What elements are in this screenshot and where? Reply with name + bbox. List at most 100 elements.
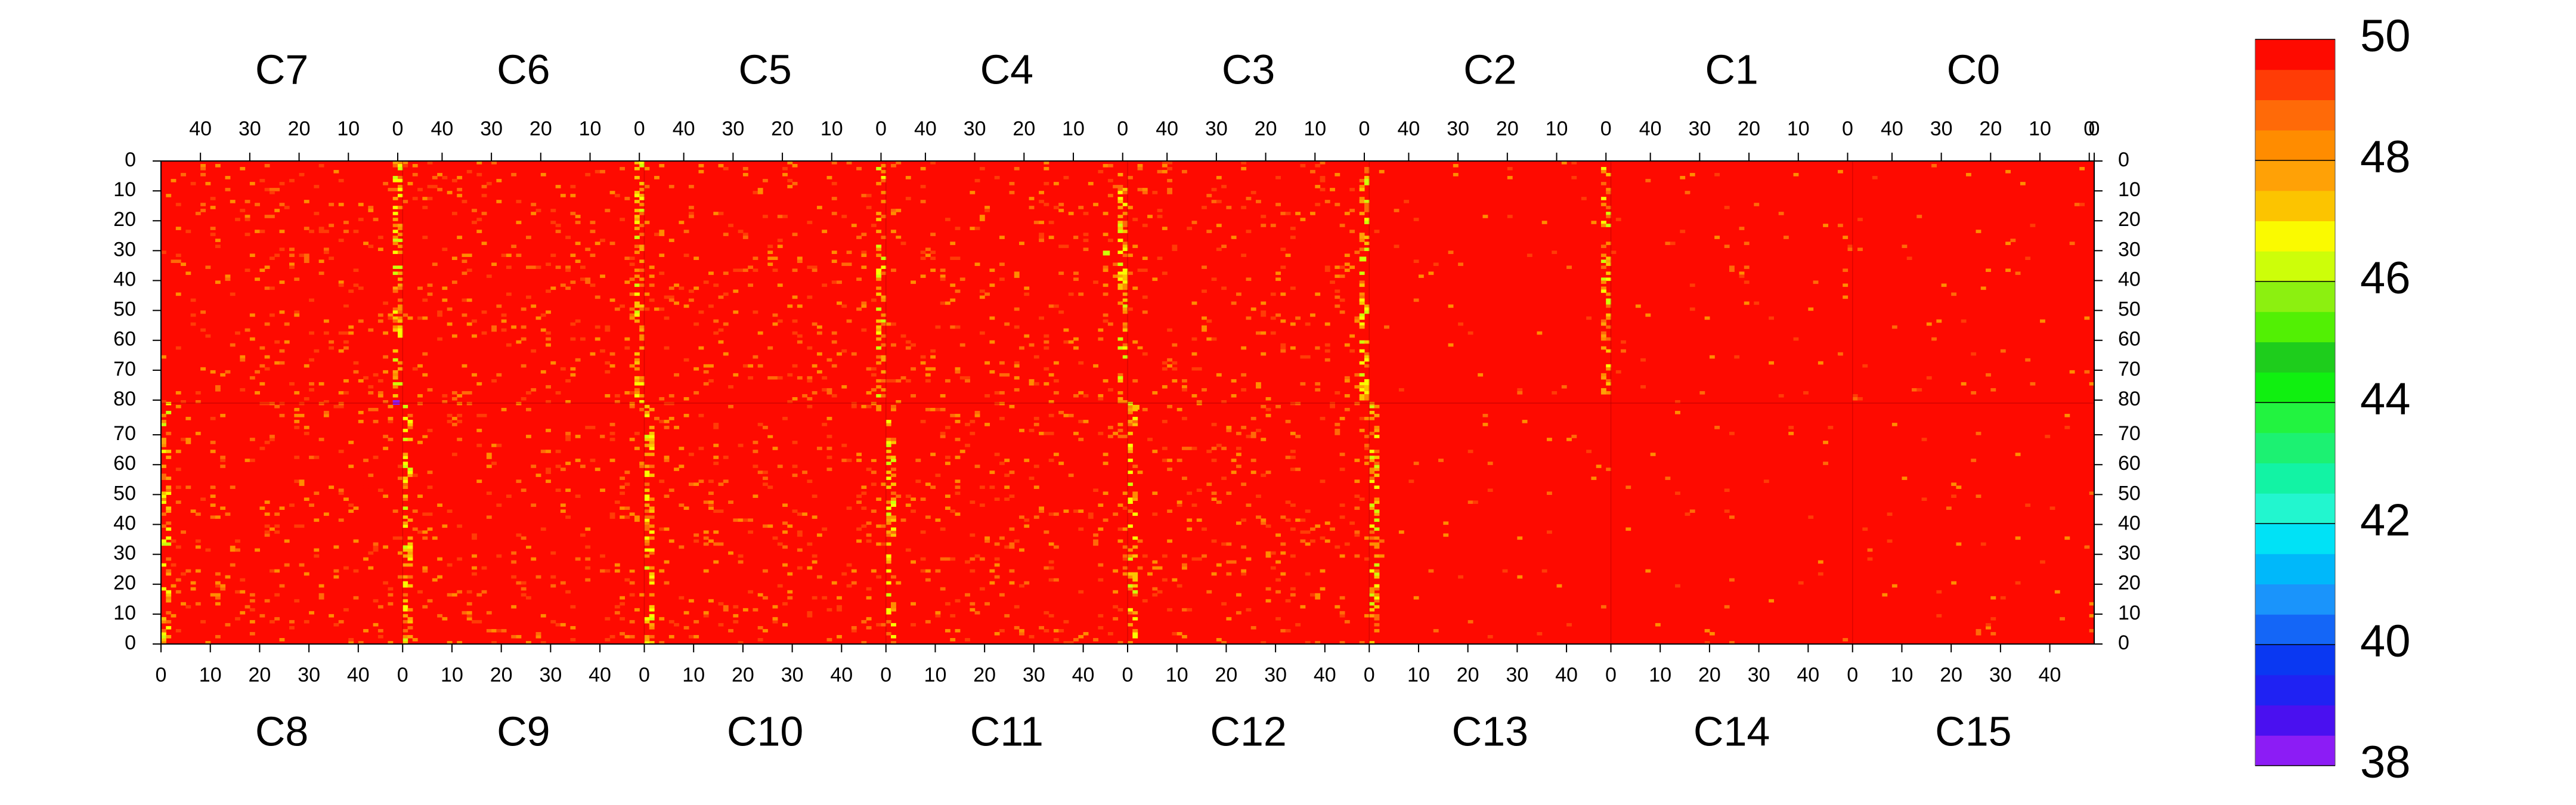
heatmap-cell — [1626, 485, 1631, 489]
heatmap-cell — [1004, 322, 1010, 326]
heatmap-cell — [1142, 408, 1148, 411]
heatmap-cell — [807, 265, 813, 270]
heatmap-cell — [476, 429, 482, 432]
heatmap-cell — [1335, 289, 1340, 293]
heatmap-cell — [1315, 203, 1321, 206]
heatmap-cell — [1369, 456, 1375, 459]
heatmap-cell — [629, 262, 635, 267]
heatmap-cell — [979, 215, 985, 218]
heatmap-cell — [451, 212, 457, 215]
heatmap-cell — [1122, 286, 1128, 290]
left-y-tick-label: 20 — [113, 572, 136, 595]
heatmap-cell — [472, 554, 477, 558]
heatmap-cell — [629, 256, 635, 261]
heatmap-cell — [279, 349, 285, 353]
heatmap-cell — [329, 256, 335, 261]
heatmap-cell — [777, 319, 783, 323]
heatmap-cell — [1113, 617, 1119, 621]
heatmap-cell — [1315, 382, 1321, 386]
top-x-tick-label: 20 — [1979, 117, 2002, 140]
heatmap-cell — [373, 545, 379, 549]
heatmap-cell — [1517, 388, 1523, 392]
heatmap-cell — [644, 503, 650, 507]
heatmap-cell — [1369, 459, 1375, 462]
heatmap-cell — [1600, 289, 1606, 293]
heatmap-cell — [624, 280, 630, 284]
heatmap-cell — [846, 262, 852, 267]
colorbar-segment — [2255, 221, 2335, 252]
heatmap-cell — [437, 503, 443, 507]
heatmap-cell — [2040, 560, 2045, 564]
heatmap-cell — [1265, 397, 1271, 401]
right-y-tick-label: 60 — [2118, 452, 2141, 475]
heatmap-cell — [447, 322, 453, 326]
heatmap-cell — [831, 340, 837, 344]
heatmap-cell — [1837, 170, 1843, 174]
heatmap-cell — [1048, 414, 1054, 417]
heatmap-cell — [161, 250, 166, 254]
heatmap-cell — [1433, 628, 1439, 633]
heatmap-cell — [1073, 337, 1079, 341]
heatmap-cell — [264, 530, 270, 534]
heatmap-cell — [1921, 242, 1927, 245]
heatmap-cell — [1369, 503, 1375, 507]
heatmap-cell — [1689, 283, 1695, 287]
heatmap-cell — [792, 203, 798, 206]
heatmap-cell — [1157, 566, 1163, 570]
heatmap-cell — [402, 599, 408, 603]
heatmap-cell — [383, 494, 389, 498]
heatmap-cell — [580, 465, 586, 468]
heatmap-cell — [812, 265, 818, 270]
heatmap-cell — [644, 634, 650, 639]
heatmap-cell — [526, 408, 531, 411]
heatmap-cell — [392, 328, 398, 332]
heatmap-cell — [1670, 242, 1676, 245]
heatmap-cell — [1359, 247, 1365, 251]
heatmap-cell — [861, 512, 867, 516]
heatmap-cell — [1344, 637, 1350, 642]
heatmap-cell — [1261, 310, 1267, 314]
heatmap-cell — [1335, 173, 1340, 177]
heatmap-cell — [841, 349, 847, 353]
heatmap-cell — [1600, 253, 1606, 257]
heatmap-cell — [905, 503, 911, 507]
heatmap-cell — [1467, 450, 1473, 453]
heatmap-cell — [1191, 447, 1197, 450]
top-x-tick-label: 0 — [2089, 117, 2100, 140]
heatmap-cell — [886, 631, 891, 636]
heatmap-cell — [649, 524, 655, 528]
heatmap-cell — [1315, 346, 1321, 350]
heatmap-cell — [649, 566, 655, 570]
heatmap-cell — [348, 441, 354, 444]
heatmap-cell — [772, 536, 778, 540]
heatmap-cell — [837, 608, 842, 612]
heatmap-cell — [688, 289, 694, 293]
heatmap-cell — [501, 313, 507, 317]
heatmap-cell — [959, 343, 965, 347]
heatmap-cell — [1019, 548, 1024, 552]
heatmap-cell — [920, 274, 926, 278]
heatmap-cell — [348, 637, 354, 642]
heatmap-cell — [970, 608, 976, 612]
heatmap-cell — [373, 599, 379, 603]
heatmap-cell — [161, 444, 166, 447]
heatmap-cell — [767, 244, 773, 248]
heatmap-cell — [264, 599, 270, 603]
heatmap-cell — [1275, 271, 1281, 275]
heatmap-cell — [1754, 203, 1760, 206]
heatmap-cell — [733, 373, 739, 377]
heatmap-cell — [664, 346, 670, 350]
heatmap-cell — [1083, 239, 1089, 242]
heatmap-cell — [871, 373, 877, 377]
heatmap-cell — [329, 340, 335, 344]
heatmap-cell — [1285, 599, 1291, 603]
heatmap-cell — [718, 230, 724, 233]
heatmap-cell — [688, 482, 694, 486]
heatmap-cell — [1665, 242, 1671, 245]
heatmap-cell — [876, 182, 882, 185]
heatmap-cell — [314, 185, 320, 188]
heatmap-cell — [1769, 316, 1775, 320]
heatmap-cell — [1335, 429, 1340, 432]
heatmap-cell — [1231, 394, 1237, 398]
heatmap-cell — [891, 230, 896, 233]
